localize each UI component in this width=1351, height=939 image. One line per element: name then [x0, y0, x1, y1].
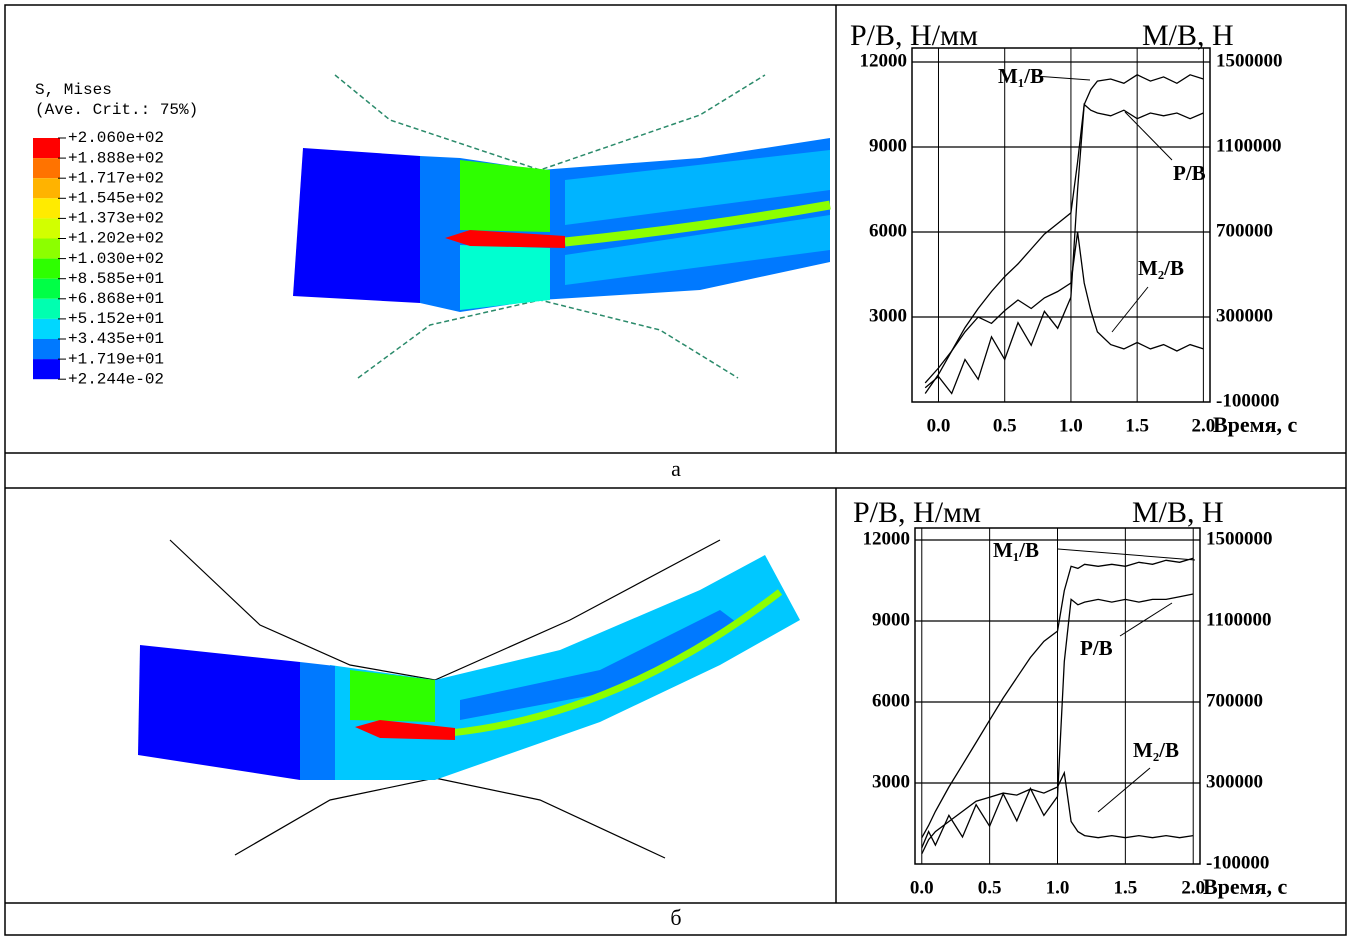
series-line [924, 103, 1204, 395]
y2-tick-label: 300000 [1216, 305, 1273, 326]
legend-label: +2.244e-02 [68, 370, 164, 388]
y2-axis-title: M/B, Н [1142, 19, 1234, 52]
y-axis-title: P/B, Н/мм [853, 496, 981, 529]
legend-swatch [33, 158, 60, 179]
leader-line [1119, 602, 1173, 637]
legend-label: +6.868e+01 [68, 290, 164, 308]
legend-swatch [33, 178, 60, 199]
legend-swatch [33, 278, 60, 299]
y2-tick-label: 700000 [1206, 690, 1263, 711]
legend-swatch [33, 318, 60, 339]
fea-image-b [138, 539, 800, 859]
leader-line [1097, 767, 1151, 813]
x-axis-title: Время, с [1213, 412, 1298, 437]
series-line [921, 593, 1194, 849]
legend-label: +1.717e+02 [68, 169, 164, 187]
y-axis-title: P/B, Н/мм [850, 19, 978, 52]
y2-tick-label: -100000 [1216, 390, 1279, 411]
caption: а [671, 456, 681, 481]
legend-swatch [33, 238, 60, 259]
y2-tick-label: -100000 [1206, 852, 1269, 873]
legend-swatch [33, 258, 60, 279]
caption: б [670, 905, 681, 930]
y-tick-label: 12000 [860, 50, 908, 71]
x-tick-label: 1.5 [1113, 877, 1137, 898]
series-label: P/B [1080, 636, 1113, 660]
legend-swatch [33, 359, 60, 380]
y-tick-label: 3000 [872, 771, 910, 792]
y-tick-label: 6000 [869, 220, 907, 241]
leader-line [1034, 75, 1091, 81]
series-label: M₁/B [993, 538, 1039, 562]
y2-tick-label: 1500000 [1216, 50, 1283, 71]
x-tick-label: 0.0 [910, 877, 934, 898]
series-label: M₂/B [1133, 738, 1179, 762]
legend-label: +1.888e+02 [68, 149, 164, 167]
series-label: M₂/B [1138, 256, 1184, 280]
series-line [921, 770, 1194, 855]
leader-line [1124, 111, 1173, 161]
x-tick-label: 1.5 [1125, 415, 1149, 436]
leader-line [1111, 286, 1149, 333]
table-frame [4, 4, 1347, 936]
fea-image-a [293, 74, 831, 379]
x-axis-title: Время, с [1203, 874, 1288, 899]
legend-label: +1.202e+02 [68, 230, 164, 248]
legend-label: +3.435e+01 [68, 330, 164, 348]
legend-swatch [33, 138, 60, 159]
y2-tick-label: 700000 [1216, 220, 1273, 241]
y2-tick-label: 1100000 [1206, 609, 1271, 630]
y2-axis-title: M/B, Н [1132, 496, 1224, 529]
x-tick-label: 0.0 [927, 415, 951, 436]
x-tick-label: 2.0 [1181, 877, 1205, 898]
plot-frame [911, 47, 1211, 403]
legend-label: +2.060e+02 [68, 129, 164, 147]
legend-swatch [33, 218, 60, 239]
y2-tick-label: 300000 [1206, 771, 1263, 792]
y-tick-label: 6000 [872, 690, 910, 711]
y-tick-label: 3000 [869, 305, 907, 326]
series-line [924, 74, 1204, 384]
legend-label: +5.152e+01 [68, 310, 164, 328]
y-tick-label: 12000 [863, 528, 911, 549]
x-tick-label: 1.0 [1059, 415, 1083, 436]
legend-label: +1.545e+02 [68, 190, 164, 208]
legend-label: +1.719e+01 [68, 350, 164, 368]
legend-subtitle: (Ave. Crit.: 75%) [35, 101, 198, 119]
leader-line [1057, 548, 1196, 561]
x-tick-label: 2.0 [1192, 415, 1216, 436]
legend-title: S, Mises [35, 81, 112, 99]
y2-tick-label: 1500000 [1206, 528, 1273, 549]
legend-label: +1.030e+02 [68, 250, 164, 268]
y2-tick-label: 1100000 [1216, 135, 1281, 156]
legend-swatch [33, 198, 60, 219]
legend-swatch [33, 339, 60, 360]
y-tick-label: 9000 [869, 135, 907, 156]
series-label: P/B [1173, 161, 1206, 185]
x-tick-label: 1.0 [1046, 877, 1070, 898]
x-tick-label: 0.5 [993, 415, 1017, 436]
y-tick-label: 9000 [872, 609, 910, 630]
legend-swatch [33, 298, 60, 319]
series-line [921, 557, 1194, 839]
legend-label: +8.585e+01 [68, 270, 164, 288]
x-tick-label: 0.5 [978, 877, 1002, 898]
series-line [924, 231, 1204, 394]
legend-label: +1.373e+02 [68, 210, 164, 228]
